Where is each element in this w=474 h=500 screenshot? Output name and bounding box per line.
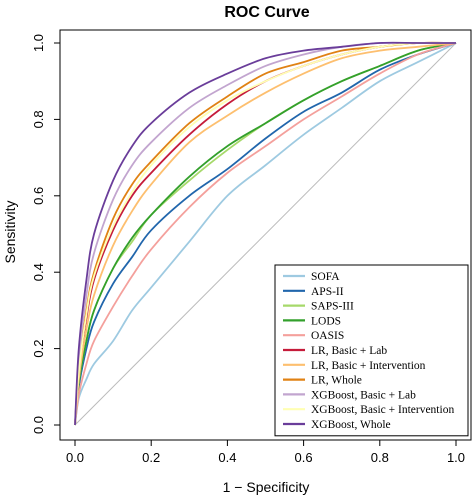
legend-label: APS-II: [311, 286, 344, 298]
plot-frame: [59, 29, 472, 441]
y-tick-label: 0.0: [31, 416, 46, 434]
x-tick-label: 0.8: [371, 450, 389, 465]
x-tick-label: 0.4: [218, 450, 236, 465]
roc-series-sofa: [74, 42, 457, 426]
y-axis: 0.0 0.2 0.4 0.6 0.8 1.0: [31, 34, 60, 434]
legend-label: XGBoost, Basic + Lab: [311, 389, 416, 401]
chart-title: ROC Curve: [224, 4, 309, 21]
y-tick-label: 0.6: [31, 187, 46, 205]
x-axis: 0.0 0.2 0.4 0.6 0.8 1.0: [66, 440, 465, 465]
x-tick-label: 0.6: [295, 450, 313, 465]
y-tick-label: 1.0: [31, 34, 46, 52]
legend-label: OASIS: [311, 330, 344, 342]
y-tick-label: 0.8: [31, 110, 46, 128]
y-tick-label: 0.4: [31, 263, 46, 281]
x-axis-label: 1 − Specificity: [223, 479, 310, 495]
roc-series-xgboost-basic-intervention: [74, 41, 457, 426]
legend-label: LR, Basic + Intervention: [311, 360, 426, 372]
legend-label: SAPS-III: [311, 301, 354, 313]
x-tick-label: 0.2: [142, 450, 160, 465]
roc-series-lr-basic-intervention: [74, 42, 457, 426]
roc-series-lods: [74, 42, 457, 426]
x-tick-label: 0.0: [66, 450, 84, 465]
roc-series-oasis: [74, 42, 457, 426]
reference-diagonal: [74, 42, 457, 426]
legend-label: XGBoost, Basic + Intervention: [311, 404, 454, 416]
roc-series-layer: [74, 41, 457, 426]
legend-label: XGBoost, Whole: [311, 419, 391, 431]
legend-label: LR, Basic + Lab: [311, 345, 387, 357]
roc-series-xgboost-whole: [74, 41, 456, 426]
legend-label: LODS: [311, 315, 341, 327]
legend-label: LR, Whole: [311, 375, 362, 387]
roc-series-aps-ii: [74, 42, 457, 426]
x-tick-label: 1.0: [447, 450, 465, 465]
y-axis-label: Sensitivity: [2, 200, 18, 263]
y-tick-label: 0.2: [31, 340, 46, 358]
legend-box: [274, 264, 469, 437]
legend: SOFA APS-II SAPS-III LODS OASIS LR, Basic + L…: [274, 264, 469, 437]
legend-label: SOFA: [311, 271, 340, 283]
